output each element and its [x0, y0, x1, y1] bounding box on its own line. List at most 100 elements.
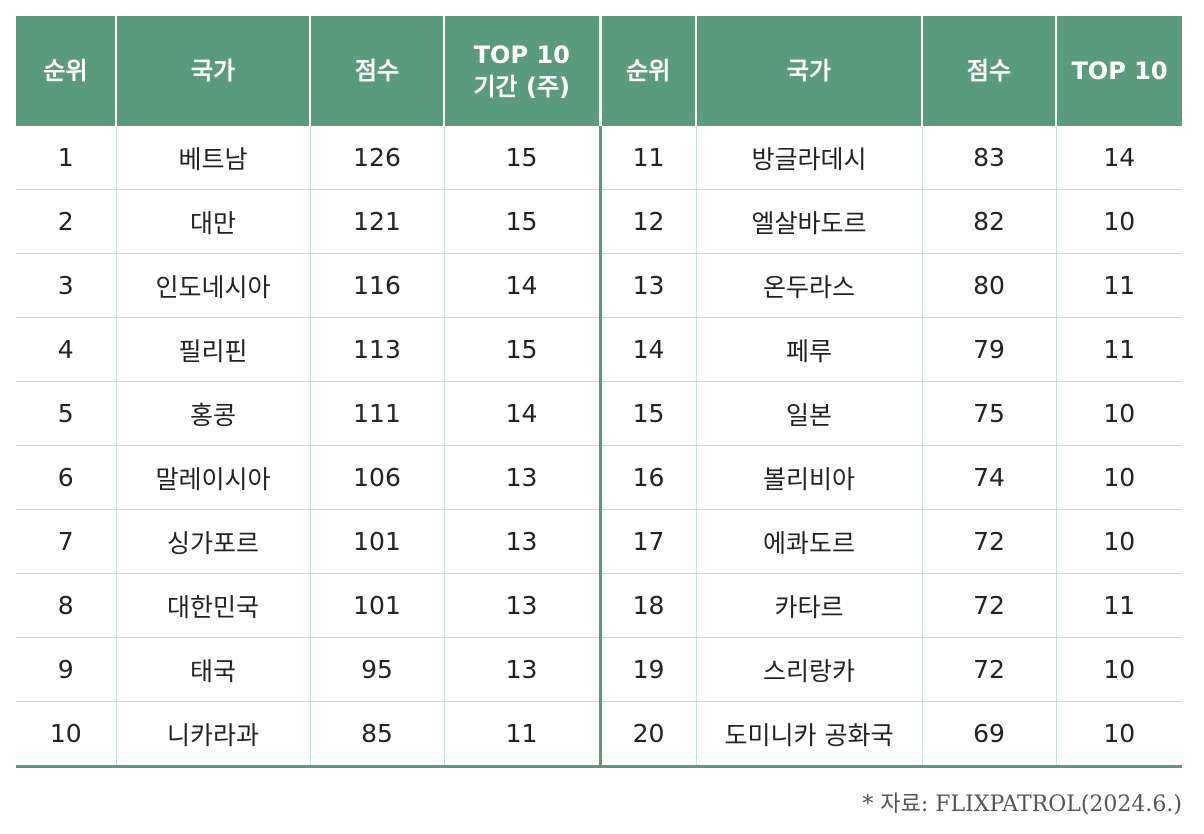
- header-score-right: 점수: [922, 16, 1057, 126]
- country-right-cell: 도미니카 공화국: [696, 701, 923, 768]
- score-left-cell: 116: [310, 253, 445, 318]
- header-top10-weeks-left: TOP 10 기간 (주): [444, 16, 602, 126]
- score-left-cell: 106: [310, 445, 445, 510]
- rank-right-cell: 17: [600, 509, 697, 574]
- rank-left-cell: 7: [16, 509, 117, 574]
- country-right-cell: 일본: [696, 381, 923, 446]
- source-note: * 자료: FLIXPATROL(2024.6.): [862, 792, 1182, 817]
- country-left-cell: 태국: [116, 637, 311, 702]
- rank-right-cell: 19: [600, 637, 697, 702]
- table-row: 3 인도네시아 116 14 13 온두라스 80 11: [16, 253, 1182, 318]
- score-left-cell: 126: [310, 126, 445, 190]
- rank-right-cell: 12: [600, 189, 697, 254]
- score-right-cell: 82: [922, 189, 1057, 254]
- rank-left-cell: 6: [16, 445, 117, 510]
- score-left-cell: 95: [310, 637, 445, 702]
- weeks-right-cell: 10: [1056, 381, 1182, 446]
- country-left-cell: 대만: [116, 189, 311, 254]
- header-country-left: 국가: [116, 16, 311, 126]
- rank-left-cell: 1: [16, 126, 117, 190]
- rank-left-cell: 3: [16, 253, 117, 318]
- country-right-cell: 카타르: [696, 573, 923, 638]
- weeks-left-cell: 13: [444, 509, 602, 574]
- header-top10-line1: TOP 10: [473, 41, 570, 69]
- score-right-cell: 74: [922, 445, 1057, 510]
- table-row: 8 대한민국 101 13 18 카타르 72 11: [16, 573, 1182, 638]
- country-right-cell: 페루: [696, 317, 923, 382]
- table-row: 9 태국 95 13 19 스리랑카 72 10: [16, 637, 1182, 702]
- weeks-left-cell: 11: [444, 701, 602, 768]
- ranking-table-container: 순위 국가 점수 TOP 10 기간 (주) 순위 국가 점수 TOP 10 1…: [16, 16, 1182, 768]
- score-right-cell: 80: [922, 253, 1057, 318]
- header-rank-left: 순위: [16, 16, 117, 126]
- score-left-cell: 113: [310, 317, 445, 382]
- header-top10-line2: 기간 (주): [473, 73, 571, 101]
- score-right-cell: 72: [922, 637, 1057, 702]
- score-right-cell: 69: [922, 701, 1057, 768]
- weeks-right-cell: 10: [1056, 701, 1182, 768]
- weeks-left-cell: 15: [444, 189, 602, 254]
- table-row: 7 싱가포르 101 13 17 에콰도르 72 10: [16, 509, 1182, 574]
- weeks-left-cell: 13: [444, 573, 602, 638]
- weeks-left-cell: 13: [444, 445, 602, 510]
- score-right-cell: 72: [922, 509, 1057, 574]
- score-left-cell: 101: [310, 573, 445, 638]
- country-left-cell: 필리핀: [116, 317, 311, 382]
- weeks-right-cell: 10: [1056, 637, 1182, 702]
- country-left-cell: 홍콩: [116, 381, 311, 446]
- table-row: 6 말레이시아 106 13 16 볼리비아 74 10: [16, 445, 1182, 510]
- country-right-cell: 방글라데시: [696, 126, 923, 190]
- rank-right-cell: 16: [600, 445, 697, 510]
- header-score-left: 점수: [310, 16, 445, 126]
- table-body: 1 베트남 126 15 11 방글라데시 83 14 2 대만 121 15 12 엘살바도르 82 10 3…: [16, 126, 1182, 768]
- country-right-cell: 엘살바도르: [696, 189, 923, 254]
- weeks-right-cell: 11: [1056, 317, 1182, 382]
- score-left-cell: 111: [310, 381, 445, 446]
- rank-left-cell: 10: [16, 701, 117, 768]
- rank-right-cell: 20: [600, 701, 697, 768]
- weeks-right-cell: 14: [1056, 126, 1182, 190]
- table-row: 10 니카라과 85 11 20 도미니카 공화국 69 10: [16, 701, 1182, 768]
- country-right-cell: 온두라스: [696, 253, 923, 318]
- weeks-left-cell: 15: [444, 126, 602, 190]
- weeks-right-cell: 11: [1056, 573, 1182, 638]
- weeks-right-cell: 10: [1056, 509, 1182, 574]
- header-country-right: 국가: [696, 16, 923, 126]
- score-right-cell: 75: [922, 381, 1057, 446]
- weeks-left-cell: 13: [444, 637, 602, 702]
- rank-right-cell: 15: [600, 381, 697, 446]
- country-left-cell: 베트남: [116, 126, 311, 190]
- country-left-cell: 니카라과: [116, 701, 311, 768]
- score-left-cell: 85: [310, 701, 445, 768]
- table-row: 1 베트남 126 15 11 방글라데시 83 14: [16, 126, 1182, 190]
- country-left-cell: 말레이시아: [116, 445, 311, 510]
- table-row: 4 필리핀 113 15 14 페루 79 11: [16, 317, 1182, 382]
- header-top10-right: TOP 10: [1056, 16, 1182, 126]
- rank-left-cell: 4: [16, 317, 117, 382]
- weeks-left-cell: 14: [444, 381, 602, 446]
- score-right-cell: 79: [922, 317, 1057, 382]
- rank-right-cell: 13: [600, 253, 697, 318]
- score-left-cell: 121: [310, 189, 445, 254]
- rank-left-cell: 8: [16, 573, 117, 638]
- table-row: 5 홍콩 111 14 15 일본 75 10: [16, 381, 1182, 446]
- country-left-cell: 대한민국: [116, 573, 311, 638]
- country-left-cell: 인도네시아: [116, 253, 311, 318]
- rank-left-cell: 9: [16, 637, 117, 702]
- country-right-cell: 볼리비아: [696, 445, 923, 510]
- weeks-left-cell: 14: [444, 253, 602, 318]
- weeks-right-cell: 10: [1056, 189, 1182, 254]
- rank-left-cell: 5: [16, 381, 117, 446]
- country-left-cell: 싱가포르: [116, 509, 311, 574]
- score-right-cell: 72: [922, 573, 1057, 638]
- score-right-cell: 83: [922, 126, 1057, 190]
- score-left-cell: 101: [310, 509, 445, 574]
- country-right-cell: 스리랑카: [696, 637, 923, 702]
- weeks-left-cell: 15: [444, 317, 602, 382]
- weeks-right-cell: 10: [1056, 445, 1182, 510]
- rank-left-cell: 2: [16, 189, 117, 254]
- weeks-right-cell: 11: [1056, 253, 1182, 318]
- rank-right-cell: 11: [600, 126, 697, 190]
- table-row: 2 대만 121 15 12 엘살바도르 82 10: [16, 189, 1182, 254]
- table-header-row: 순위 국가 점수 TOP 10 기간 (주) 순위 국가 점수 TOP 10: [16, 16, 1182, 126]
